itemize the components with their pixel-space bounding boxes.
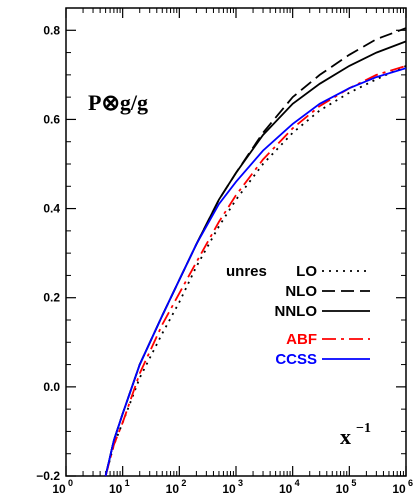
x-tick-exponent: 4: [295, 478, 300, 488]
y-tick-label: −0.2: [36, 469, 60, 483]
x-tick-label: 10: [52, 482, 66, 496]
series-group: [104, 27, 407, 477]
legend-label-nnlo: NNLO: [275, 303, 318, 320]
series-line-nnlo: [104, 40, 407, 477]
x-axis-note: x −1: [340, 421, 371, 449]
x-tick-exponent: 6: [408, 478, 413, 488]
x-tick-exponent: 0: [68, 478, 73, 488]
x-tick-label: 10: [336, 482, 350, 496]
x-tick-label: 10: [109, 482, 123, 496]
x-tick-exponent: 2: [181, 478, 186, 488]
legend-prefix: unres: [226, 263, 267, 280]
x-tick-label: 10: [166, 482, 180, 496]
legend-label-nlo: NLO: [285, 283, 317, 300]
y-tick-label: 0.4: [43, 202, 60, 216]
series-line-abf: [104, 65, 407, 477]
legend-label-ccss: CCSS: [275, 351, 317, 368]
y-tick-label: 0.0: [43, 380, 60, 394]
panel-label: P⊗g/g: [88, 90, 148, 115]
axis-ticks: [65, 8, 407, 477]
x-tick-label: 10: [222, 482, 236, 496]
y-tick-label: 0.6: [43, 112, 60, 126]
series-line-ccss: [104, 67, 407, 477]
legend: unres LO NLO NNLO ABF CCSS: [226, 263, 370, 368]
x-tick-label: 10: [279, 482, 293, 496]
y-tick-label: 0.2: [43, 291, 60, 305]
x-tick-exponent: 5: [351, 478, 356, 488]
x-axis-note-exponent: −1: [356, 421, 371, 436]
plot-frame: [65, 7, 407, 477]
x-axis-note-base: x: [340, 424, 351, 449]
series-line-lo: [104, 65, 407, 477]
x-tick-exponent: 1: [125, 478, 130, 488]
legend-label-abf: ABF: [286, 331, 317, 348]
series-line-nlo: [104, 27, 407, 477]
x-tick-exponent: 3: [238, 478, 243, 488]
x-tick-label: 10: [392, 482, 406, 496]
legend-label-lo: LO: [296, 263, 317, 280]
y-tick-label: 0.8: [43, 23, 60, 37]
axis-tick-labels: 10 0 10 1 10 2 10 3 10 4 10 5 10 6−0.20.00.20.40.60.8: [36, 23, 413, 496]
